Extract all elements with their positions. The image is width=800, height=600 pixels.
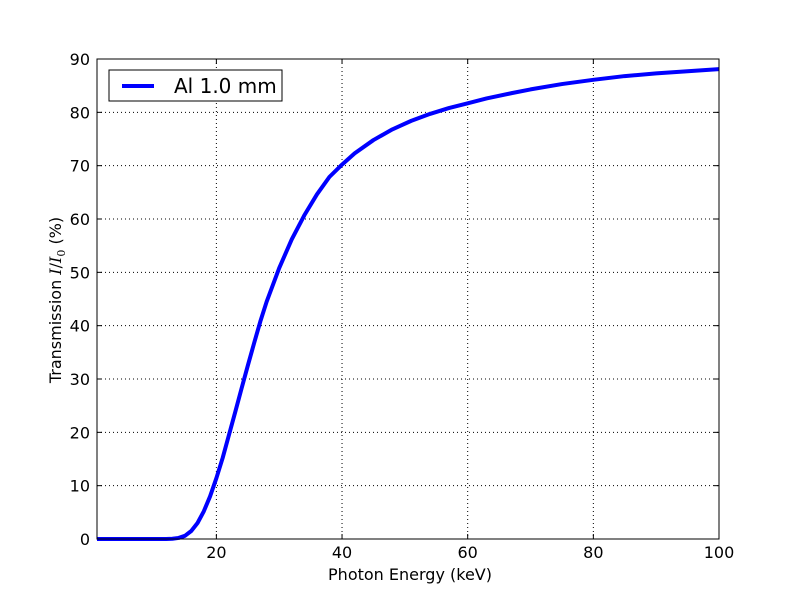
y-tick-label-4: 40 — [70, 317, 90, 336]
y-tick-label-7: 70 — [70, 157, 90, 176]
y-tick-label-2: 20 — [70, 423, 90, 442]
y-tick-label-5: 50 — [70, 263, 90, 282]
y-tick-label-0: 0 — [80, 530, 90, 549]
legend-label-al-1mm: Al 1.0 mm — [174, 74, 277, 98]
series-layer — [97, 67, 720, 541]
y-tick-label-6: 60 — [70, 210, 90, 229]
series-line-0 — [97, 67, 720, 541]
y-tick-label-3: 30 — [70, 370, 90, 389]
y-axis-label-prefix: Transmission — [46, 275, 65, 384]
y-tick-label-9: 90 — [70, 50, 90, 69]
axis-ticks: 20 40 60 80 100 0 10 20 30 40 50 60 70 80 90 — [70, 50, 735, 562]
x-tick-label-3: 80 — [583, 543, 603, 562]
grid-lines — [97, 59, 719, 539]
x-tick-label-4: 100 — [704, 543, 735, 562]
y-axis-label: Transmission I/I0 (%) — [46, 217, 68, 384]
x-tick-label-0: 20 — [206, 543, 226, 562]
y-axis-label-subscript: 0 — [55, 250, 68, 257]
x-axis-label: Photon Energy (keV) — [328, 565, 492, 584]
y-tick-label-8: 80 — [70, 103, 90, 122]
y-axis-label-math-i0: I — [46, 256, 65, 264]
plot-frame — [96, 58, 720, 540]
x-tick-label-1: 40 — [332, 543, 352, 562]
y-axis-label-suffix: (%) — [46, 217, 65, 250]
y-axis-label-slash: / — [46, 262, 65, 268]
y-axis-label-math-i: I — [46, 268, 65, 276]
plot-background — [97, 59, 719, 539]
legend: Al 1.0 mm — [108, 69, 283, 102]
y-tick-label-1: 10 — [70, 477, 90, 496]
x-tick-label-2: 60 — [458, 543, 478, 562]
